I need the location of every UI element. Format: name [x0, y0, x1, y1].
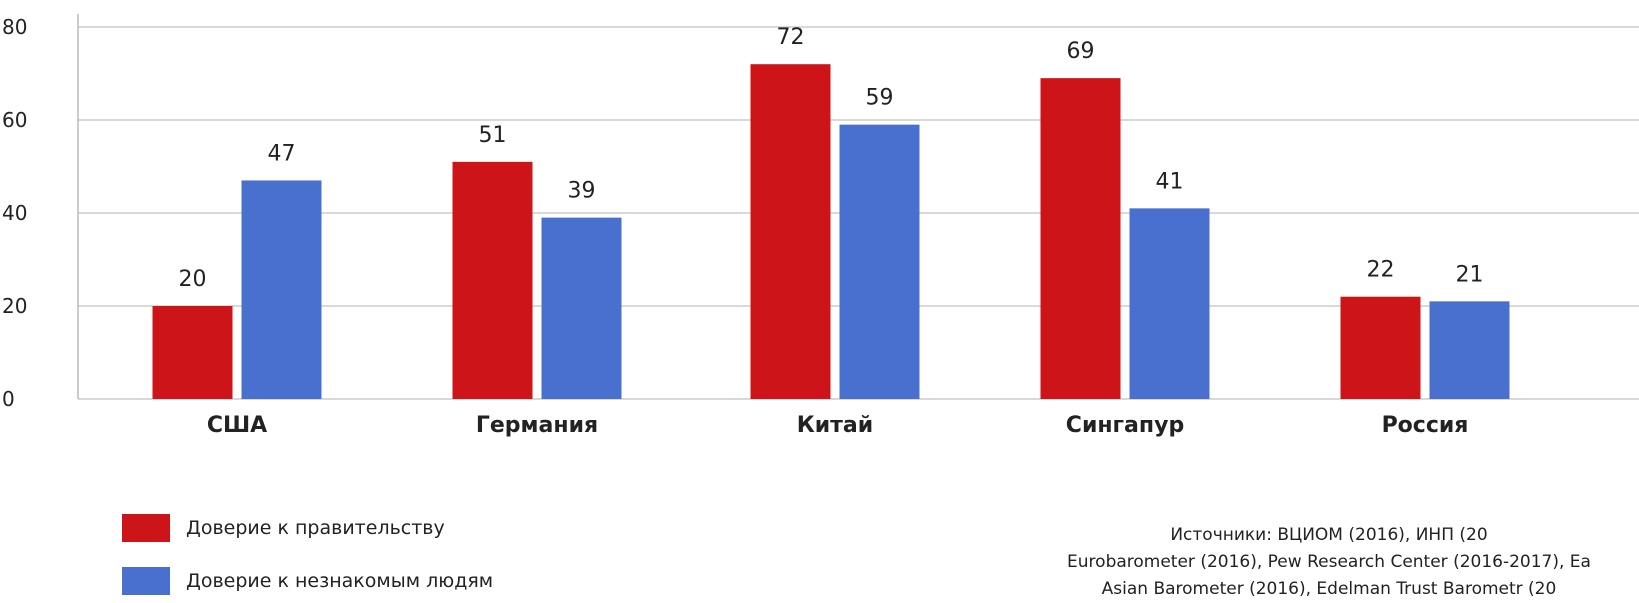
bar	[1041, 78, 1121, 399]
y-tick-label: 0	[2, 387, 15, 411]
bar-value-label: 51	[479, 123, 507, 148]
legend-swatch-strangers	[122, 567, 170, 595]
bar	[242, 180, 322, 399]
sources-line-1: Источники: ВЦИОМ (2016), ИНП (20	[949, 522, 1639, 549]
legend-swatch-government	[122, 514, 170, 542]
bar-value-label: 69	[1067, 39, 1095, 64]
y-axis-tick-labels: 0 20 40 60 80	[2, 15, 27, 411]
x-category-label: Германия	[476, 413, 598, 438]
bar	[1430, 301, 1510, 399]
bar-value-label: 22	[1367, 258, 1395, 283]
chart-bars	[153, 64, 1510, 399]
bar	[153, 306, 233, 399]
x-category-label: Сингапур	[1066, 413, 1184, 438]
sources-line-2: Eurobarometer (2016), Pew Research Cente…	[949, 549, 1639, 576]
bar	[840, 125, 920, 399]
x-category-label: США	[207, 413, 267, 438]
bar-value-label: 72	[777, 25, 805, 50]
legend-label-strangers: Доверие к незнакомым людям	[186, 570, 493, 592]
legend-label-government: Доверие к правительству	[186, 517, 445, 539]
y-tick-label: 20	[2, 294, 27, 318]
legend-item-government: Доверие к правительству	[122, 514, 445, 542]
x-category-label: Россия	[1382, 413, 1469, 438]
sources-line-3: Asian Barometer (2016), Edelman Trust Ba…	[949, 576, 1639, 603]
bar	[1130, 208, 1210, 399]
bar	[1341, 297, 1421, 399]
bar	[542, 218, 622, 399]
legend-item-strangers: Доверие к незнакомым людям	[122, 567, 493, 595]
bar-value-label: 39	[568, 179, 596, 204]
bar-chart: 0 20 40 60 80 20 47 51 39 72 59 69 41 22 21 США Герман…	[0, 0, 1639, 470]
sources-note: Источники: ВЦИОМ (2016), ИНП (20 Eurobar…	[949, 522, 1639, 603]
bar-value-labels: 20 47 51 39 72 59 69 41 22 21	[179, 25, 1484, 292]
bar-value-label: 41	[1156, 169, 1184, 194]
bar-value-label: 21	[1456, 262, 1484, 287]
y-tick-label: 40	[2, 201, 27, 225]
bar-value-label: 47	[268, 141, 296, 166]
y-tick-label: 60	[2, 108, 27, 132]
bar-value-label: 20	[179, 267, 207, 292]
bar	[453, 162, 533, 399]
x-category-label: Китай	[797, 413, 873, 438]
y-tick-label: 80	[2, 15, 27, 39]
bar-value-label: 59	[866, 86, 894, 111]
x-axis-category-labels: США Германия Китай Сингапур Россия	[207, 413, 1469, 438]
bar	[751, 64, 831, 399]
